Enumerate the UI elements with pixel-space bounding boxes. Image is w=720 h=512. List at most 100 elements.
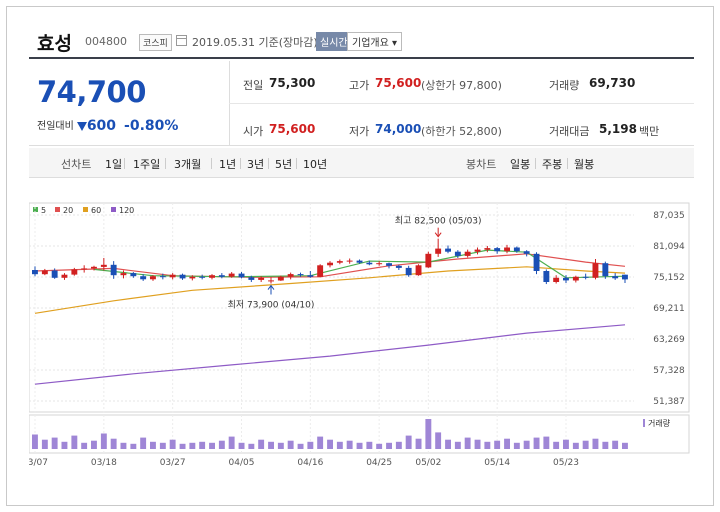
realtime-button[interactable]: 실시간 [316, 32, 352, 51]
down-triangle-icon [76, 121, 87, 131]
tab-1d[interactable]: 1일 [105, 158, 123, 171]
low-value: 74,000 [375, 122, 422, 136]
change-percent: -0.80% [124, 118, 179, 134]
tab-3y[interactable]: 3년 [247, 158, 265, 171]
volume-bar [484, 441, 491, 449]
candle-body [405, 267, 412, 276]
volume-bar [454, 441, 461, 449]
volume-bar [297, 443, 304, 449]
volume-label: 거래량 [549, 79, 580, 92]
tab-1y[interactable]: 1년 [219, 158, 237, 171]
candle-body [454, 251, 461, 256]
divider [567, 158, 568, 169]
open-value: 75,600 [269, 122, 316, 136]
volume-bar [140, 437, 147, 449]
amount-value: 5,198 [599, 122, 637, 136]
stock-code: 004800 [85, 35, 127, 48]
low-annotation: 최저 73,900 (04/10) [228, 300, 315, 311]
tab-5y[interactable]: 5년 [275, 158, 293, 171]
prev-close-label: 전일 [243, 79, 264, 92]
volume-value: 69,730 [589, 76, 636, 90]
high-label: 고가 [349, 79, 370, 92]
legend-swatch [111, 207, 116, 212]
candle-body [445, 248, 451, 252]
volume-bar [533, 437, 540, 449]
candle-body [100, 264, 107, 267]
stock-widget: 효성 004800 코스피 2019.05.31 기준(장마감) 실시간 기업개… [6, 6, 714, 506]
candle-body [61, 274, 68, 278]
candle-body [287, 274, 294, 277]
volume-bar [81, 442, 88, 449]
tab-1w[interactable]: 1주일 [133, 158, 161, 171]
volume-bar [415, 438, 422, 449]
tab-monthly[interactable]: 월봉 [574, 158, 595, 171]
x-tick-label: 05/14 [484, 458, 510, 468]
candle-body [120, 273, 127, 276]
tab-3m[interactable]: 3개월 [174, 158, 202, 171]
tab-10y[interactable]: 10년 [303, 158, 328, 171]
divider [229, 103, 694, 104]
candle-body [317, 265, 324, 277]
candle-body [150, 276, 156, 280]
volume-bar [474, 439, 481, 449]
x-tick-label: 04/05 [229, 458, 255, 468]
legend-label: 5 [41, 206, 46, 215]
volume-bar [563, 439, 569, 449]
candle-body [218, 275, 225, 277]
tab-weekly[interactable]: 주봉 [542, 158, 563, 171]
candle-body [523, 251, 530, 254]
candle-body [602, 263, 609, 277]
tab-daily[interactable]: 일봉 [510, 158, 531, 171]
current-price: 74,700 [37, 75, 146, 109]
volume-bar [110, 438, 117, 449]
divider [535, 158, 536, 169]
stock-name: 효성 [37, 33, 72, 55]
candle-body [189, 276, 196, 279]
candle-body [110, 264, 117, 276]
candle-body [533, 253, 540, 271]
lower-limit: (하한가 52,800) [421, 125, 502, 138]
candle-chart[interactable]: 5 20 60 120 87,035 81,094 75,152 69,211 63,269 57… [22, 183, 694, 473]
candle-body [71, 269, 78, 275]
candle-body [435, 248, 442, 254]
period-tabs: 선차트 1일 1주일 3개월 1년 3년 5년 10년 봉차트 일봉 주봉 월봉 [29, 148, 694, 178]
volume-bar [150, 441, 156, 449]
candle-body [376, 263, 383, 265]
candle-body [159, 276, 166, 278]
candle-body [356, 260, 363, 263]
volume-bar [602, 441, 609, 449]
y-tick-label: 87,035 [653, 211, 685, 221]
volume-bar [386, 442, 392, 449]
company-overview-dropdown[interactable]: 기업개요 ▾ [347, 32, 402, 51]
volume-bar [317, 436, 324, 449]
volume-bar [405, 435, 412, 449]
change-row: 전일대비 600 -0.80% [37, 117, 178, 134]
x-tick-label: 03/27 [160, 458, 186, 468]
volume-bar [553, 441, 560, 449]
ma120-line [34, 324, 626, 385]
candle-body [307, 275, 314, 277]
legend-swatch [33, 207, 38, 212]
prev-close-value: 75,300 [269, 76, 316, 90]
volume-bar [327, 439, 333, 449]
volume-bar [248, 443, 255, 449]
candle-body [258, 277, 265, 280]
volume-bar [464, 437, 471, 449]
volume-bar [228, 436, 235, 449]
candle-body [395, 265, 402, 268]
volume-bar [218, 440, 225, 449]
volume-bar [91, 440, 97, 449]
change-value: 600 [86, 118, 117, 134]
volume-bar [199, 441, 206, 449]
upper-limit: (상한가 97,800) [421, 79, 502, 92]
candle-body [494, 248, 501, 252]
candle-body [327, 262, 333, 266]
candle-body [297, 274, 304, 276]
volume-bar [169, 439, 176, 449]
volume-bar [376, 443, 383, 449]
ma60-line [34, 266, 626, 314]
volume-bar [346, 440, 353, 449]
high-value: 75,600 [375, 76, 422, 90]
candle-chart-label: 봉차트 [466, 158, 497, 171]
volume-bar [179, 443, 186, 449]
